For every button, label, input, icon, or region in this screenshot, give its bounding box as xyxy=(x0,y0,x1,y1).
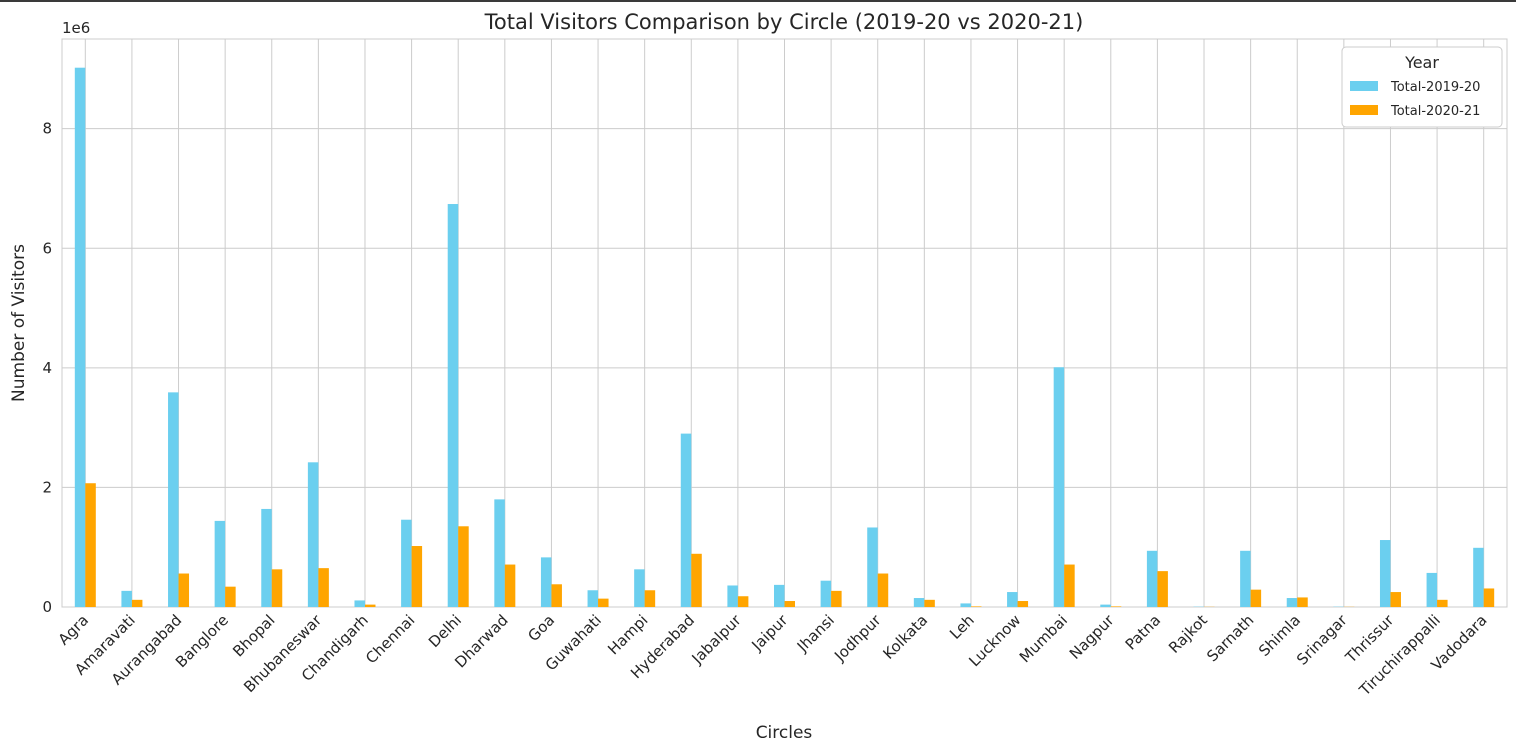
bar-total-2020-21-delhi xyxy=(458,526,469,607)
bar-total-2019-20-hyderabad xyxy=(680,433,692,607)
chart-title: Total Visitors Comparison by Circle (201… xyxy=(484,10,1084,34)
x-tick-label: Nagpur xyxy=(1066,611,1118,663)
x-tick-label: Goa xyxy=(524,611,558,645)
bar-total-2020-21-dharwad xyxy=(504,564,516,607)
bar-total-2020-21-thrissur xyxy=(1390,592,1401,607)
bar-total-2019-20-patna xyxy=(1146,550,1158,607)
legend-title: Year xyxy=(1404,53,1439,72)
x-tick-label: Delhi xyxy=(425,611,465,651)
x-tick-label: Srinagar xyxy=(1293,611,1351,669)
bar-total-2019-20-hampi xyxy=(634,569,645,607)
x-tick-label: Tiruchirappalli xyxy=(1355,611,1444,700)
bar-total-2019-20-leh xyxy=(960,603,971,607)
x-tick-label: Kolkata xyxy=(879,611,931,663)
legend: Year Total-2019-20 Total-2020-21 xyxy=(1341,46,1503,128)
bar-total-2020-21-tiruchirappalli xyxy=(1437,599,1448,607)
bar-total-2019-20-mumbai xyxy=(1053,367,1065,607)
bar-total-2020-21-jabalpur xyxy=(737,596,749,607)
bar-total-2020-21-amaravati xyxy=(131,599,143,607)
x-tick-label: Agra xyxy=(55,611,93,649)
y-tick-label: 2 xyxy=(42,478,52,496)
bar-total-2019-20-bhubaneswar xyxy=(307,462,319,607)
bar-total-2020-21-hyderabad xyxy=(691,553,702,607)
bar-total-2019-20-jhansi xyxy=(820,580,832,607)
bar-total-2020-21-sarnath xyxy=(1250,589,1262,607)
bar-total-2020-21-bhopal xyxy=(271,569,283,607)
x-tick-label: Jabalpur xyxy=(688,611,746,669)
bar-total-2020-21-leh xyxy=(970,606,982,607)
x-tick-label: Leh xyxy=(946,611,978,643)
bar-total-2019-20-nagpur xyxy=(1100,604,1111,607)
bar-total-2019-20-goa xyxy=(540,557,552,607)
bar-total-2019-20-jabalpur xyxy=(727,585,738,607)
x-tick-label: Jodhpur xyxy=(830,611,885,666)
bar-total-2020-21-lucknow xyxy=(1017,601,1029,607)
bar-total-2020-21-hampi xyxy=(644,590,656,607)
legend-box xyxy=(1341,46,1503,128)
x-tick-label: Patna xyxy=(1122,611,1165,654)
legend-label-2019-20: Total-2019-20 xyxy=(1390,80,1480,95)
x-axis-label: Circles xyxy=(756,723,813,743)
bar-total-2020-21-aurangabad xyxy=(178,573,190,607)
y-tick-label: 0 xyxy=(42,598,52,616)
bar-total-2019-20-shimla xyxy=(1286,598,1298,607)
x-tick-label: Mumbai xyxy=(1016,611,1071,666)
x-tick-label: Jaipur xyxy=(747,611,791,655)
window-top-border xyxy=(0,0,1516,2)
bar-total-2020-21-mumbai xyxy=(1064,564,1075,607)
bar-total-2020-21-goa xyxy=(551,584,562,607)
bar-total-2020-21-shimla xyxy=(1297,597,1308,607)
bar-total-2019-20-amaravati xyxy=(121,590,132,607)
bar-total-2019-20-bhopal xyxy=(261,508,272,607)
bar-total-2019-20-vadodara xyxy=(1473,547,1484,607)
bar-total-2019-20-guwahati xyxy=(587,590,599,607)
x-tick-label: Lucknow xyxy=(965,611,1024,670)
bar-total-2020-21-vadodara xyxy=(1483,588,1495,607)
bar-total-2019-20-jaipur xyxy=(774,584,785,607)
bars xyxy=(74,67,1495,607)
bar-total-2020-21-jaipur xyxy=(784,601,795,607)
bar-total-2019-20-kolkata xyxy=(913,598,925,607)
bar-total-2020-21-chandigarh xyxy=(364,604,376,607)
y-tick-label: 8 xyxy=(42,120,52,138)
x-tick-label: Chennai xyxy=(362,611,418,667)
bar-total-2019-20-thrissur xyxy=(1379,540,1391,607)
legend-label-2020-21: Total-2020-21 xyxy=(1390,104,1480,119)
legend-swatch-2019-20 xyxy=(1350,81,1378,91)
bar-total-2020-21-nagpur xyxy=(1110,606,1122,607)
bar-total-2019-20-agra xyxy=(74,67,86,607)
bar-total-2019-20-tiruchirappalli xyxy=(1426,572,1438,607)
x-tick-label: Rajkot xyxy=(1165,611,1211,657)
bar-total-2020-21-kolkata xyxy=(924,599,935,607)
bar-total-2020-21-patna xyxy=(1157,571,1168,607)
bar-total-2019-20-chennai xyxy=(401,519,412,607)
legend-swatch-2020-21 xyxy=(1350,105,1378,115)
bar-total-2019-20-jodhpur xyxy=(867,527,878,607)
bar-total-2019-20-banglore xyxy=(214,520,226,607)
bar-total-2020-21-bhubaneswar xyxy=(318,568,329,607)
bar-total-2019-20-aurangabad xyxy=(168,392,179,607)
y-tick-label: 4 xyxy=(42,359,52,377)
bar-total-2020-21-agra xyxy=(85,483,96,607)
bar-total-2019-20-sarnath xyxy=(1240,550,1251,607)
y-tick-label: 6 xyxy=(42,239,52,257)
y-axis-label: Number of Visitors xyxy=(9,244,29,402)
x-tick-label: Jhansi xyxy=(793,611,838,656)
bar-total-2020-21-chennai xyxy=(411,546,423,607)
x-tick-label: Sarnath xyxy=(1203,611,1257,665)
bar-total-2019-20-delhi xyxy=(447,204,459,607)
bar-total-2020-21-guwahati xyxy=(598,598,609,607)
bar-total-2019-20-chandigarh xyxy=(354,600,365,607)
y-axis-multiplier: 1e6 xyxy=(62,19,90,37)
bar-total-2019-20-dharwad xyxy=(494,499,505,607)
bar-total-2020-21-banglore xyxy=(225,586,236,607)
bar-total-2020-21-jhansi xyxy=(831,590,842,607)
bar-total-2019-20-lucknow xyxy=(1007,592,1018,607)
bar-total-2020-21-jodhpur xyxy=(877,573,889,607)
